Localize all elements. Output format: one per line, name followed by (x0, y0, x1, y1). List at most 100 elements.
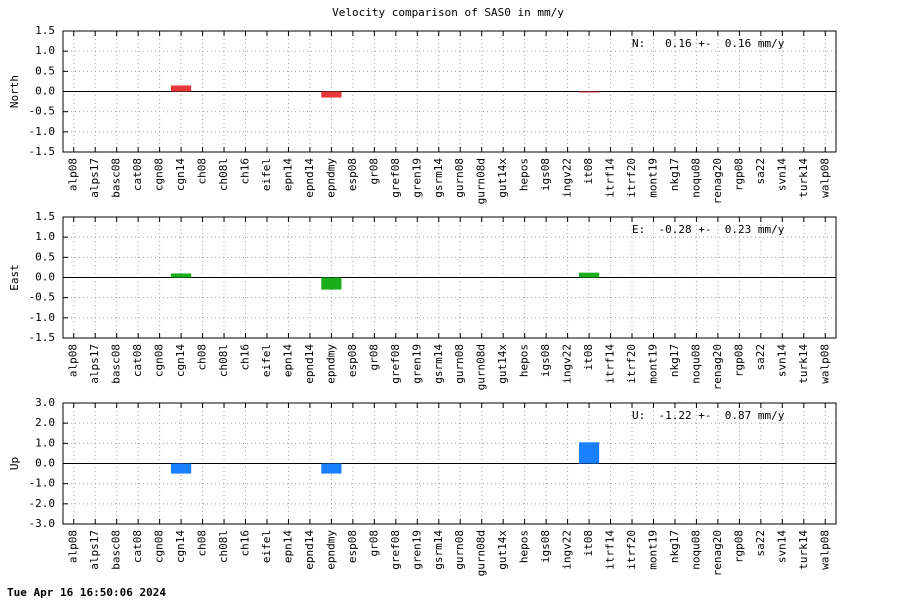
x-tick-label: ch08 (196, 530, 209, 557)
x-tick-label: it08 (582, 158, 595, 185)
x-tick-label: esp08 (346, 344, 359, 377)
x-tick-label: cgn08 (153, 158, 166, 191)
bar (578, 91, 600, 93)
bar (578, 442, 600, 464)
plot-frame (62, 30, 837, 153)
x-tick-label: ch16 (239, 344, 252, 371)
x-tick-label: ingv22 (561, 530, 574, 570)
y-tick-label: 0.5 (35, 250, 55, 263)
x-tick-label: gsrm14 (432, 530, 445, 570)
x-tick-label: noqu08 (689, 344, 702, 384)
x-tick-label: gr08 (367, 530, 380, 557)
x-tick-label: esp08 (346, 158, 359, 191)
x-tick-label: renag20 (711, 530, 724, 576)
x-tick-label: gsrm14 (432, 158, 445, 198)
y-tick-label: 0.0 (35, 457, 55, 470)
x-tick-label: gut14x (496, 344, 509, 384)
y-axis-label: Up (8, 457, 21, 470)
x-tick-label: epnd14 (303, 344, 316, 384)
x-tick-label: gref08 (389, 158, 402, 198)
x-tick-label: gurn08 (453, 530, 466, 570)
bar (321, 91, 342, 98)
x-tick-label: mont19 (646, 158, 659, 198)
x-tick-label: cgn08 (153, 344, 166, 377)
x-tick-label: itrf20 (625, 344, 638, 384)
x-tick-label: walp08 (818, 158, 831, 198)
x-tick-label: rgp08 (732, 158, 745, 191)
x-tick-label: rgp08 (732, 344, 745, 377)
x-tick-label: cat08 (131, 530, 144, 563)
x-tick-label: basc08 (110, 158, 123, 198)
y-tick-label: -1.0 (29, 125, 56, 138)
y-tick-label: 0.0 (35, 85, 55, 98)
y-tick-label: 1.0 (35, 44, 55, 57)
x-tick-label: gut14x (496, 158, 509, 198)
y-tick-label: -1.0 (29, 311, 56, 324)
x-tick-label: cgn08 (153, 530, 166, 563)
x-tick-label: nkg17 (668, 530, 681, 563)
x-tick-label: sa22 (754, 344, 767, 371)
x-tick-label: epn14 (281, 344, 294, 377)
y-tick-label: 1.0 (35, 436, 55, 449)
x-tick-label: walp08 (818, 344, 831, 384)
x-tick-label: epndmy (324, 344, 337, 384)
x-tick-label: itrf20 (625, 530, 638, 570)
y-tick-label: 1.5 (35, 24, 55, 37)
x-tick-label: ch16 (239, 530, 252, 557)
x-tick-label: epnd14 (303, 530, 316, 570)
x-tick-label: ch08 (196, 344, 209, 371)
y-tick-label: 1.5 (35, 210, 55, 223)
x-tick-label: ch08l (217, 344, 230, 377)
x-tick-label: turk14 (797, 158, 810, 198)
x-tick-label: igs08 (539, 158, 552, 191)
x-tick-label: gren19 (410, 158, 423, 198)
x-tick-label: esp08 (346, 530, 359, 563)
x-tick-label: gurn08d (475, 158, 488, 204)
x-tick-label: cat08 (131, 158, 144, 191)
x-tick-label: gut14x (496, 530, 509, 570)
x-tick-label: it08 (582, 530, 595, 557)
y-tick-label: -3.0 (29, 517, 56, 530)
x-tick-label: nkg17 (668, 344, 681, 377)
x-tick-label: ch08l (217, 530, 230, 563)
bar (171, 85, 192, 92)
x-tick-label: mont19 (646, 344, 659, 384)
x-tick-label: alps17 (88, 344, 101, 384)
x-tick-label: gsrm14 (432, 344, 445, 384)
x-tick-label: svn14 (775, 530, 788, 563)
x-tick-label: gurn08d (475, 344, 488, 390)
x-tick-label: itrf14 (604, 530, 617, 570)
y-tick-label: 2.0 (35, 416, 55, 429)
x-tick-label: alps17 (88, 530, 101, 570)
chart-title: Velocity comparison of SAS0 in mm/y (332, 6, 564, 19)
x-tick-label: gurn08d (475, 530, 488, 576)
x-tick-label: ingv22 (561, 344, 574, 384)
x-tick-label: rgp08 (732, 530, 745, 563)
x-tick-label: epn14 (281, 530, 294, 563)
x-tick-label: turk14 (797, 344, 810, 384)
x-tick-label: ingv22 (561, 158, 574, 198)
x-tick-label: gurn08 (453, 158, 466, 198)
x-tick-label: svn14 (775, 344, 788, 377)
bar (321, 277, 342, 290)
bar (171, 273, 192, 278)
annotation: N: 0.16 +- 0.16 mm/y (632, 37, 785, 50)
x-tick-label: gref08 (389, 344, 402, 384)
x-tick-label: hepos (518, 530, 531, 563)
bar (171, 463, 192, 474)
x-tick-label: gren19 (410, 344, 423, 384)
x-tick-label: gurn08 (453, 344, 466, 384)
x-tick-label: cat08 (131, 344, 144, 377)
x-tick-label: itrf20 (625, 158, 638, 198)
x-tick-label: basc08 (110, 344, 123, 384)
x-tick-label: eifel (260, 344, 273, 377)
x-tick-label: igs08 (539, 344, 552, 377)
bar (578, 272, 600, 278)
x-tick-label: turk14 (797, 530, 810, 570)
y-tick-label: -1.0 (29, 477, 56, 490)
y-tick-label: -0.5 (29, 291, 56, 304)
x-tick-label: it08 (582, 344, 595, 371)
x-tick-label: sa22 (754, 530, 767, 557)
x-tick-label: alps17 (88, 158, 101, 198)
